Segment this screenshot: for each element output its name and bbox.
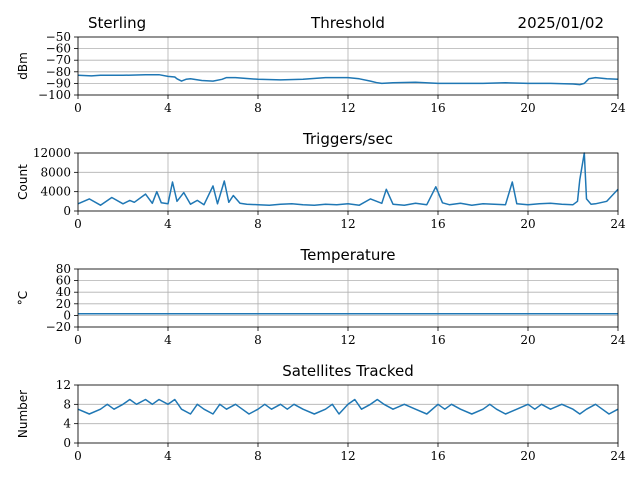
threshold-x-tick-label: 20 <box>520 101 535 115</box>
threshold-x-tick-label: 0 <box>74 101 82 115</box>
triggers-sec-x-tick-label: 20 <box>520 217 535 231</box>
satellites-tracked-x-tick-label: 20 <box>520 449 535 463</box>
satellites-tracked-x-tick-label: 16 <box>430 449 445 463</box>
satellites-tracked-x-tick-label: 4 <box>164 449 172 463</box>
triggers-sec-y-axis-label: Count <box>16 164 30 200</box>
triggers-sec-x-tick-label: 4 <box>164 217 172 231</box>
threshold-y-tick-label: −80 <box>46 65 71 79</box>
temperature-title: Temperature <box>299 246 395 264</box>
threshold-y-tick-label: −100 <box>38 88 71 102</box>
temperature-x-tick-label: 24 <box>610 333 626 347</box>
satellites-tracked-series-line <box>77 398 619 415</box>
threshold-x-tick-label: 12 <box>340 101 355 115</box>
threshold-y-tick-label: −70 <box>46 53 71 67</box>
triggers-sec-y-tick-label: 4000 <box>40 185 71 199</box>
satellites-tracked-x-tick-label: 24 <box>610 449 626 463</box>
threshold-x-tick-label: 8 <box>254 101 262 115</box>
threshold-series-line <box>77 73 619 86</box>
threshold-chart: 0 4 8 12 16 20 24 −100−90−80−70−60−50 Threshold d… <box>16 14 626 115</box>
satellites-tracked-y-tick-label: 8 <box>63 397 71 411</box>
satellites-tracked-x-tick-label: 8 <box>254 449 262 463</box>
threshold-y-tick-label: −50 <box>46 30 71 44</box>
threshold-x-tick-label: 24 <box>610 101 626 115</box>
triggers-sec-y-tick-label: 12000 <box>33 146 71 160</box>
satellites-tracked-x-tick-label: 12 <box>340 449 355 463</box>
satellites-tracked-chart: 0 4 8 12 16 20 24 0 4 8 12 Satellites Tracked Number <box>16 362 626 463</box>
triggers-sec-chart: 0 4 8 12 16 20 24 0 4000 8000 12000 Triggers/sec Cou… <box>16 130 626 231</box>
temperature-x-tick-label: 4 <box>164 333 172 347</box>
triggers-sec-x-tick-label: 8 <box>254 217 262 231</box>
temperature-y-tick-label: −20 <box>46 320 71 334</box>
threshold-y-tick-label: −90 <box>46 76 71 90</box>
triggers-sec-x-tick-label: 24 <box>610 217 626 231</box>
triggers-sec-series-line <box>77 152 619 206</box>
temperature-y-tick-label: 60 <box>56 274 71 288</box>
triggers-sec-x-tick-label: 16 <box>430 217 445 231</box>
threshold-x-tick-label: 16 <box>430 101 445 115</box>
temperature-x-tick-label: 12 <box>340 333 355 347</box>
threshold-title: Threshold <box>310 14 385 32</box>
triggers-sec-x-tick-label: 12 <box>340 217 355 231</box>
temperature-y-tick-label: 40 <box>56 285 71 299</box>
triggers-sec-y-tick-label: 0 <box>63 204 71 218</box>
satellites-tracked-y-tick-label: 4 <box>63 417 71 431</box>
satellites-tracked-y-tick-label: 0 <box>63 436 71 450</box>
threshold-y-axis-label: dBm <box>16 52 30 80</box>
satellites-tracked-y-tick-label: 12 <box>56 378 71 392</box>
temperature-y-tick-label: 20 <box>56 297 71 311</box>
temperature-x-tick-label: 0 <box>74 333 82 347</box>
site-name: Sterling <box>88 14 146 32</box>
report-date: 2025/01/02 <box>518 14 604 32</box>
temperature-x-tick-label: 8 <box>254 333 262 347</box>
temperature-x-tick-label: 16 <box>430 333 445 347</box>
triggers-sec-x-tick-label: 0 <box>74 217 82 231</box>
triggers-sec-y-tick-label: 8000 <box>40 165 71 179</box>
threshold-x-tick-label: 4 <box>164 101 172 115</box>
temperature-y-axis-label: °C <box>16 291 30 305</box>
temperature-x-tick-label: 20 <box>520 333 535 347</box>
temperature-y-tick-label: 80 <box>56 262 71 276</box>
satellites-tracked-x-tick-label: 0 <box>74 449 82 463</box>
temperature-y-tick-label: 0 <box>63 308 71 322</box>
triggers-sec-title: Triggers/sec <box>302 130 393 148</box>
satellites-tracked-title: Satellites Tracked <box>282 362 413 380</box>
threshold-y-tick-label: −60 <box>46 42 71 56</box>
satellites-tracked-y-axis-label: Number <box>16 390 30 438</box>
